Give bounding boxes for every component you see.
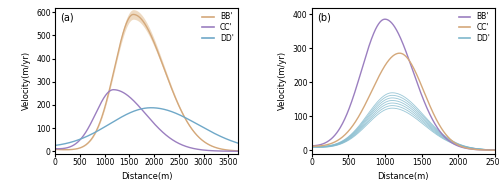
Legend: BB', CC', DD': BB', CC', DD' xyxy=(456,9,494,46)
X-axis label: Distance(m): Distance(m) xyxy=(378,172,429,181)
Y-axis label: Velocity(m/yr): Velocity(m/yr) xyxy=(278,51,287,110)
Legend: BB', CC', DD': BB', CC', DD' xyxy=(199,9,237,46)
Y-axis label: Velocity(m/yr): Velocity(m/yr) xyxy=(22,51,30,110)
X-axis label: Distance(m): Distance(m) xyxy=(121,172,172,181)
Text: (b): (b) xyxy=(317,12,331,22)
Text: (a): (a) xyxy=(60,12,74,22)
